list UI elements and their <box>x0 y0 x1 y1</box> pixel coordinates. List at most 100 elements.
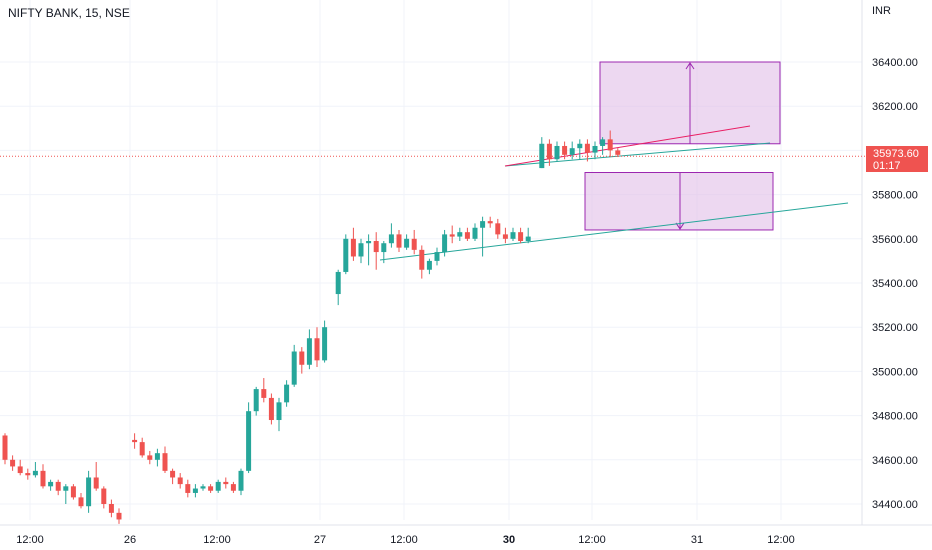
upper-arrowhead <box>685 62 695 70</box>
candle-body <box>32 470 38 476</box>
candle-body <box>554 145 560 160</box>
candle-body <box>208 486 214 491</box>
candle-body <box>299 351 305 365</box>
candle-body <box>396 234 402 248</box>
candle-body <box>139 442 145 456</box>
candle-body <box>108 504 114 513</box>
candle-body <box>132 439 138 443</box>
candle-body <box>101 488 107 504</box>
candle-body <box>569 148 575 155</box>
candle-body <box>291 351 297 385</box>
candle-body <box>434 252 440 261</box>
lower-arrowhead <box>675 222 685 230</box>
candle-body <box>223 481 229 485</box>
candle-body <box>366 241 372 244</box>
candle-body <box>562 145 568 155</box>
candle-body <box>404 238 410 248</box>
candle-body <box>116 512 122 520</box>
y-tick-label: 35000.00 <box>872 366 918 378</box>
x-tick-label: 12:00 <box>203 534 231 546</box>
candle-body <box>63 486 69 491</box>
last-price-value: 35973.60 <box>873 148 919 160</box>
candle-body <box>70 486 76 498</box>
candle-body <box>480 221 486 228</box>
candle-body <box>510 232 516 239</box>
candle-body <box>314 338 320 361</box>
candle-body <box>48 481 54 487</box>
candle-body <box>546 143 552 160</box>
candle-body <box>10 459 16 467</box>
candle-body <box>55 481 61 491</box>
candle-body <box>185 484 191 493</box>
candle-body <box>539 143 545 169</box>
x-tick-label: 26 <box>124 534 136 546</box>
y-tick-label: 34400.00 <box>872 499 918 511</box>
lower-target-box <box>584 172 774 231</box>
candle-body <box>276 402 282 421</box>
x-tick-label: 12:00 <box>390 534 418 546</box>
candle-body <box>261 389 267 398</box>
candle-body <box>162 453 168 471</box>
candle-body <box>335 271 341 295</box>
chart-title: NIFTY BANK, 15, NSE <box>8 6 130 20</box>
x-tick-label: 27 <box>314 534 326 546</box>
x-tick-label: 12:00 <box>767 534 795 546</box>
candle-body <box>419 249 425 270</box>
red-trendline <box>504 125 751 167</box>
candle-body <box>525 236 531 242</box>
candle-body <box>268 397 274 421</box>
candle-body <box>170 470 176 478</box>
bar-countdown: 01:17 <box>873 160 901 172</box>
candle-body <box>358 243 364 257</box>
candle-body <box>600 139 606 146</box>
candle-body <box>373 241 379 253</box>
candle-body <box>495 223 501 235</box>
y-tick-label: 36400.00 <box>872 57 918 69</box>
currency-label: INR <box>872 5 891 17</box>
x-tick-label: 30 <box>503 534 515 546</box>
candle-body <box>592 145 598 153</box>
y-tick-label: 34800.00 <box>872 411 918 423</box>
candle-body <box>25 473 31 476</box>
x-tick-label: 12:00 <box>16 534 44 546</box>
candle-body <box>230 484 236 491</box>
y-tick-label: 35800.00 <box>872 190 918 202</box>
candle-body <box>457 232 463 237</box>
candle-body <box>200 486 206 489</box>
y-tick-label: 35400.00 <box>872 278 918 290</box>
candle-body <box>584 143 590 153</box>
x-tick-label: 12:00 <box>578 534 606 546</box>
last-price-tag: 35973.60 01:17 <box>866 146 928 172</box>
candle-body <box>177 477 183 485</box>
candle-body <box>577 143 583 149</box>
candle-body <box>411 238 417 250</box>
candle-body <box>306 338 312 365</box>
candle-body <box>464 232 470 239</box>
candle-body <box>215 481 221 491</box>
y-tick-label: 34600.00 <box>872 455 918 467</box>
candle-body <box>487 221 493 224</box>
y-tick-label: 36200.00 <box>872 101 918 113</box>
candle-body <box>147 455 153 460</box>
candle-body <box>449 234 455 237</box>
candle-body <box>615 150 621 155</box>
candle-body <box>426 260 432 270</box>
candle-body <box>607 139 613 151</box>
candle-body <box>322 327 328 361</box>
candle-body <box>253 389 259 412</box>
candle-body <box>246 411 252 471</box>
candle-body <box>388 234 394 244</box>
candle-body <box>502 234 508 239</box>
candle-body <box>381 243 387 253</box>
candle-body <box>154 453 160 460</box>
candle-body <box>350 238 356 257</box>
y-tick-label: 35200.00 <box>872 322 918 334</box>
candle-body <box>78 497 84 507</box>
candle-body <box>284 384 290 403</box>
candle-body <box>238 470 244 491</box>
candle-body <box>93 477 99 489</box>
candle-body <box>2 435 8 460</box>
candle-body <box>343 238 349 272</box>
candle-body <box>518 232 524 242</box>
